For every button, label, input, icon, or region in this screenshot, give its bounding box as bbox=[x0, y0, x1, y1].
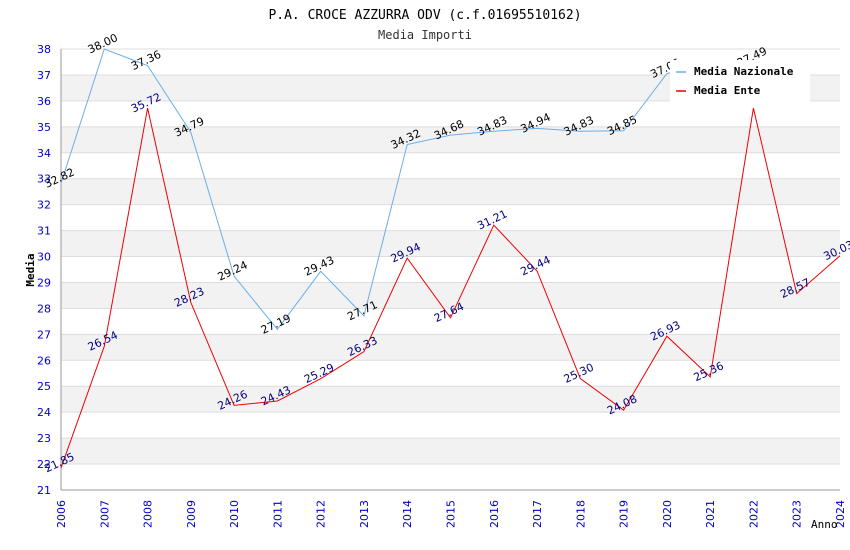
x-tick-label: 2006 bbox=[55, 500, 68, 528]
series-line-media-ente bbox=[60, 107, 841, 469]
x-tick-label: 2011 bbox=[271, 500, 284, 528]
y-tick-label: 31 bbox=[37, 225, 51, 238]
grid-band bbox=[61, 438, 840, 465]
x-tick-label: 2022 bbox=[747, 500, 760, 528]
grid-band bbox=[61, 282, 840, 309]
data-label: 29.24 bbox=[216, 259, 250, 284]
y-tick-label: 22 bbox=[37, 458, 51, 471]
x-tick-label: 2019 bbox=[618, 500, 631, 528]
series-lines bbox=[60, 48, 841, 469]
y-tick-label: 33 bbox=[37, 173, 51, 186]
x-axis-label: Anno bbox=[811, 518, 838, 531]
y-tick-label: 32 bbox=[37, 199, 51, 212]
data-label: 29.43 bbox=[302, 254, 336, 279]
y-tick-labels: 21 22 23 24 25 26 27 28 29 30 31 32 33 34 35 36 37 38 bbox=[37, 43, 51, 497]
grid-band bbox=[61, 126, 840, 153]
y-axis-label: Media bbox=[24, 253, 37, 286]
x-tick-label: 2012 bbox=[315, 500, 328, 528]
y-tick-label: 30 bbox=[37, 251, 51, 264]
x-tick-labels: 2006 2007 2008 2009 2010 2011 2012 2013 2014 2015… bbox=[55, 500, 847, 528]
legend-label-nazionale: Media Nazionale bbox=[694, 65, 794, 78]
legend: Media Nazionale Media Ente bbox=[670, 60, 810, 102]
x-tick-label: 2018 bbox=[574, 500, 587, 528]
y-tick-label: 27 bbox=[37, 328, 51, 341]
y-tick-label: 26 bbox=[37, 354, 51, 367]
y-tick-label: 28 bbox=[37, 302, 51, 315]
y-tick-label: 34 bbox=[37, 147, 51, 160]
series-line-media-nazionale bbox=[60, 48, 754, 331]
data-label: 21.85 bbox=[42, 450, 76, 475]
x-tick-label: 2021 bbox=[704, 500, 717, 528]
data-label: 27.19 bbox=[259, 312, 293, 337]
y-tick-label: 25 bbox=[37, 380, 51, 393]
x-tick-label: 2010 bbox=[228, 500, 241, 528]
legend-box bbox=[670, 60, 810, 102]
y-tick-label: 37 bbox=[37, 69, 51, 82]
grid-band bbox=[61, 178, 840, 205]
data-label: 25.29 bbox=[302, 361, 336, 386]
chart-title: P.A. CROCE AZZURRA ODV (c.f.01695510162) bbox=[268, 8, 581, 23]
y-tick-label: 36 bbox=[37, 95, 51, 108]
y-tick-label: 23 bbox=[37, 432, 51, 445]
grid-lines bbox=[61, 48, 840, 491]
y-tick-label: 21 bbox=[37, 484, 51, 497]
y-tick-label: 24 bbox=[37, 406, 51, 419]
y-tick-label: 38 bbox=[37, 43, 51, 56]
x-tick-label: 2024 bbox=[834, 500, 847, 528]
legend-label-ente: Media Ente bbox=[694, 84, 761, 97]
x-tick-label: 2008 bbox=[142, 500, 155, 528]
y-tick-label: 35 bbox=[37, 121, 51, 134]
data-label: 25.30 bbox=[562, 361, 596, 386]
x-tick-label: 2020 bbox=[661, 500, 674, 528]
x-tick-label: 2015 bbox=[445, 500, 458, 528]
chart-subtitle: Media Importi bbox=[378, 28, 472, 42]
x-tick-label: 2017 bbox=[531, 500, 544, 528]
grid-band bbox=[61, 334, 840, 361]
data-label: 37.36 bbox=[129, 48, 163, 73]
y-tick-label: 29 bbox=[37, 276, 51, 289]
data-label: 25.36 bbox=[692, 359, 726, 384]
x-tick-label: 2014 bbox=[401, 500, 414, 528]
x-tick-label: 2009 bbox=[185, 500, 198, 528]
x-tick-label: 2007 bbox=[98, 500, 111, 528]
x-tick-label: 2023 bbox=[791, 500, 804, 528]
grid-band bbox=[61, 230, 840, 257]
x-tick-label: 2013 bbox=[358, 500, 371, 528]
grid-band bbox=[61, 386, 840, 413]
x-tick-label: 2016 bbox=[488, 500, 501, 528]
grid-bands bbox=[61, 74, 840, 465]
